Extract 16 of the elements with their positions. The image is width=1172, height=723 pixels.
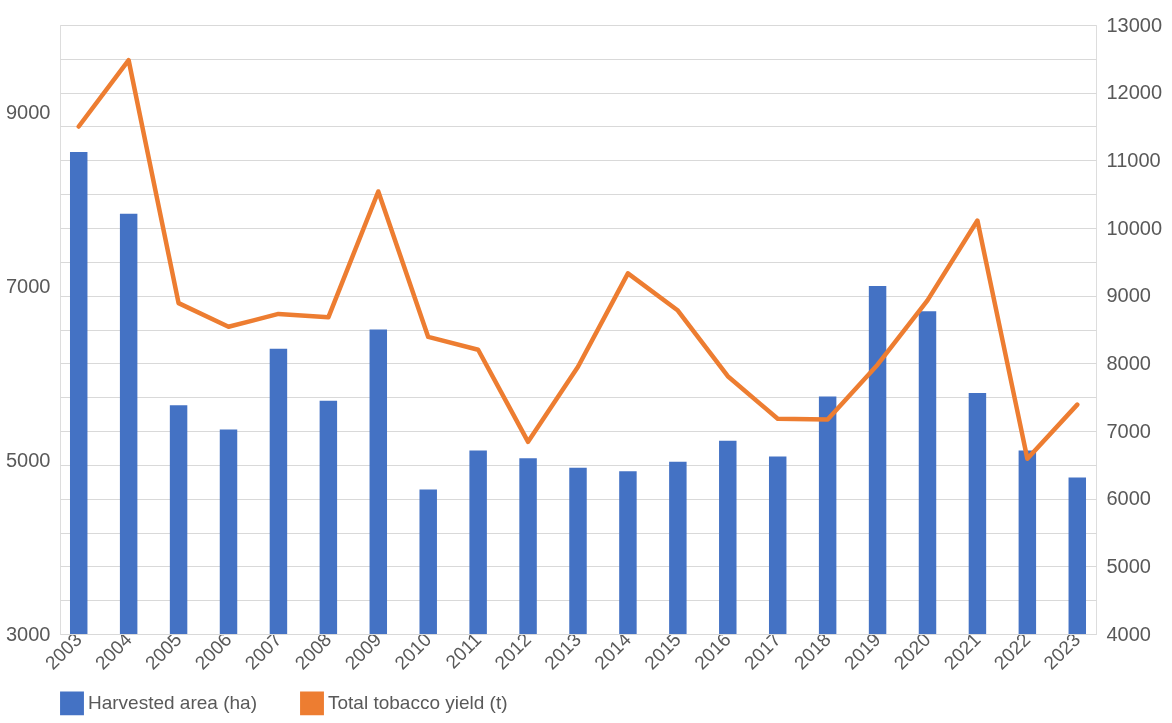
y2-tick-label: 7000	[1106, 419, 1151, 442]
y2-tick-label: 5000	[1106, 554, 1151, 577]
y2-tick-label: 8000	[1106, 351, 1151, 374]
y2-tick-label: 10000	[1106, 216, 1163, 239]
legend-label: Harvested area (ha)	[88, 692, 257, 714]
y2-tick-label: 6000	[1106, 487, 1151, 510]
y2-tick-label: 12000	[1106, 81, 1163, 104]
y-tick-label: 9000	[6, 100, 51, 123]
y2-tick-label: 4000	[1106, 622, 1151, 645]
y-tick-label: 5000	[6, 448, 51, 471]
line-series	[76, 57, 1080, 461]
y-tick-label: 7000	[6, 274, 51, 297]
y2-tick-label: 13000	[1106, 13, 1163, 36]
y2-tick-label: 9000	[1106, 284, 1151, 307]
legend-label: Total tobacco yield (t)	[328, 692, 508, 714]
y2-tick-label: 11000	[1106, 148, 1161, 171]
